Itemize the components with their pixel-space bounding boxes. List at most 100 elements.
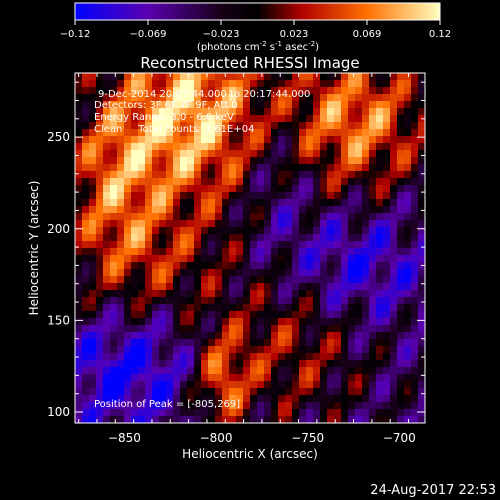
heatmap-cell xyxy=(159,136,167,144)
heatmap-cell xyxy=(292,171,300,179)
heatmap-cell xyxy=(194,290,202,298)
heatmap-cell xyxy=(187,206,195,214)
heatmap-cell xyxy=(103,171,111,179)
heatmap-cell xyxy=(166,395,174,403)
heatmap-cell xyxy=(257,227,265,235)
heatmap-cell xyxy=(215,87,223,95)
heatmap-cell xyxy=(208,157,216,165)
heatmap-cell xyxy=(362,325,370,333)
annotation-peak: Position of Peak = [-805,269] xyxy=(94,399,240,410)
heatmap-cell xyxy=(313,213,321,221)
heatmap-cell xyxy=(404,353,412,361)
heatmap-cell xyxy=(159,409,167,417)
heatmap-cell xyxy=(215,339,223,347)
heatmap-cell xyxy=(341,276,349,284)
heatmap-cell xyxy=(82,395,90,403)
heatmap-cell xyxy=(285,409,293,417)
heatmap-cell xyxy=(376,192,384,200)
heatmap-cell xyxy=(264,143,272,151)
heatmap-cell xyxy=(173,150,181,158)
heatmap-cell xyxy=(201,178,209,186)
heatmap-cell xyxy=(306,416,314,423)
heatmap-cell xyxy=(348,262,356,270)
heatmap-cell xyxy=(369,178,377,186)
heatmap-cell xyxy=(278,346,286,354)
heatmap-cell xyxy=(201,367,209,375)
heatmap-cell xyxy=(236,304,244,312)
heatmap-cell xyxy=(411,73,419,81)
heatmap-cell xyxy=(180,360,188,368)
heatmap-cell xyxy=(117,129,125,137)
heatmap-cell xyxy=(404,129,412,137)
heatmap-cell xyxy=(236,269,244,277)
heatmap-cell xyxy=(341,241,349,249)
heatmap-cell xyxy=(110,73,118,81)
heatmap-cell xyxy=(376,87,384,95)
heatmap-cell xyxy=(355,416,363,423)
heatmap-cell xyxy=(313,402,321,410)
heatmap-cell xyxy=(299,367,307,375)
heatmap-cell xyxy=(159,318,167,326)
heatmap-cell xyxy=(180,416,188,423)
heatmap-cell xyxy=(411,255,419,263)
heatmap-cell xyxy=(166,374,174,382)
heatmap-cell xyxy=(306,80,314,88)
heatmap-cell xyxy=(376,108,384,116)
heatmap-cell xyxy=(187,150,195,158)
heatmap-cell xyxy=(362,185,370,193)
heatmap-cell xyxy=(362,192,370,200)
heatmap-cell xyxy=(222,199,230,207)
heatmap-cell xyxy=(390,409,398,417)
heatmap-cell xyxy=(166,255,174,263)
heatmap-cell xyxy=(166,220,174,228)
heatmap-cell xyxy=(201,136,209,144)
heatmap-cell xyxy=(166,171,174,179)
heatmap-cell xyxy=(75,339,83,347)
heatmap-cell xyxy=(341,367,349,375)
heatmap-cell xyxy=(117,73,125,81)
heatmap-cell xyxy=(173,255,181,263)
heatmap-cell xyxy=(229,241,237,249)
heatmap-cell xyxy=(334,227,342,235)
heatmap-cell xyxy=(96,367,104,375)
heatmap-cell xyxy=(138,269,146,277)
heatmap-cell xyxy=(89,227,97,235)
heatmap-cell xyxy=(411,185,419,193)
heatmap-cell xyxy=(334,255,342,263)
heatmap-cell xyxy=(187,178,195,186)
heatmap-cell xyxy=(75,276,83,284)
heatmap-cell xyxy=(390,346,398,354)
heatmap-cell xyxy=(222,269,230,277)
heatmap-cell xyxy=(166,248,174,256)
heatmap-cell xyxy=(306,101,314,109)
heatmap-cell xyxy=(117,122,125,130)
heatmap-cell xyxy=(327,381,335,389)
heatmap-cell xyxy=(201,73,209,81)
heatmap-cell xyxy=(96,402,104,410)
heatmap-cell xyxy=(355,227,363,235)
heatmap-cell xyxy=(313,80,321,88)
heatmap-cell xyxy=(159,262,167,270)
heatmap-cell xyxy=(187,227,195,235)
heatmap-cell xyxy=(180,227,188,235)
heatmap-cell xyxy=(110,283,118,291)
heatmap-cell xyxy=(82,171,90,179)
heatmap-cell xyxy=(166,304,174,312)
heatmap-cell xyxy=(236,213,244,221)
heatmap-cell xyxy=(397,143,405,151)
heatmap-cell xyxy=(215,311,223,319)
heatmap-cell xyxy=(313,143,321,151)
heatmap-cell xyxy=(250,73,258,81)
heatmap-cell xyxy=(264,220,272,228)
heatmap-cell xyxy=(124,388,132,396)
heatmap-cell xyxy=(222,374,230,382)
heatmap-cell xyxy=(250,122,258,130)
heatmap-cell xyxy=(166,388,174,396)
heatmap-cell xyxy=(383,122,391,130)
colorbar-tick-label: −0.069 xyxy=(129,29,166,40)
heatmap-cell xyxy=(187,87,195,95)
heatmap-cell xyxy=(145,255,153,263)
heatmap-cell xyxy=(390,150,398,158)
heatmap-cell xyxy=(404,108,412,116)
heatmap-cell xyxy=(341,178,349,186)
